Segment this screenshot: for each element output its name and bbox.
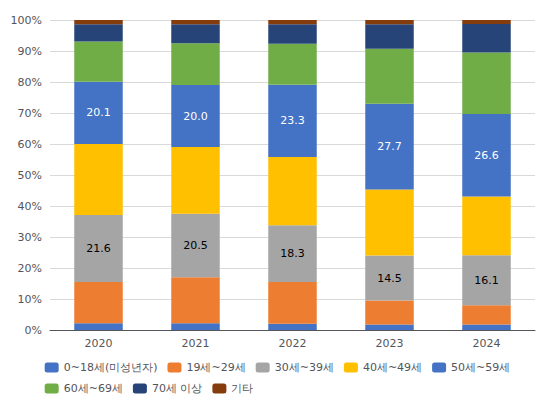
svg-text:2023: 2023 [376,337,404,350]
svg-text:50세~59세: 50세~59세 [451,361,510,374]
svg-text:70%: 70% [18,107,42,120]
svg-text:80%: 80% [18,76,42,89]
svg-text:20.1: 20.1 [86,106,111,119]
svg-text:26.6: 26.6 [474,149,499,162]
svg-text:2024: 2024 [473,337,501,350]
svg-text:기타: 기타 [231,382,253,395]
svg-text:40세~49세: 40세~49세 [363,361,422,374]
svg-text:70세 이상: 70세 이상 [152,382,203,395]
svg-text:14.5: 14.5 [377,272,402,285]
svg-text:2020: 2020 [85,337,113,350]
svg-text:20.5: 20.5 [183,239,208,252]
svg-text:60%: 60% [18,138,42,151]
svg-text:20%: 20% [18,262,42,275]
svg-text:10%: 10% [18,293,42,306]
svg-text:18.3: 18.3 [280,247,305,260]
svg-text:40%: 40% [18,200,42,213]
svg-text:50%: 50% [18,169,42,182]
svg-text:30%: 30% [18,231,42,244]
svg-text:90%: 90% [18,45,42,58]
svg-text:2021: 2021 [182,337,210,350]
svg-text:21.6: 21.6 [86,242,111,255]
svg-text:0%: 0% [25,324,42,337]
svg-text:30세~39세: 30세~39세 [275,361,334,374]
svg-text:60세~69세: 60세~69세 [64,382,123,395]
svg-text:0~18세(미성년자): 0~18세(미성년자) [64,361,158,374]
svg-text:19세~29세: 19세~29세 [186,361,245,374]
svg-text:16.1: 16.1 [474,274,499,287]
svg-text:27.7: 27.7 [377,140,402,153]
svg-text:2022: 2022 [279,337,307,350]
svg-text:20.0: 20.0 [183,110,208,123]
svg-text:100%: 100% [11,14,42,27]
svg-text:23.3: 23.3 [280,114,305,127]
